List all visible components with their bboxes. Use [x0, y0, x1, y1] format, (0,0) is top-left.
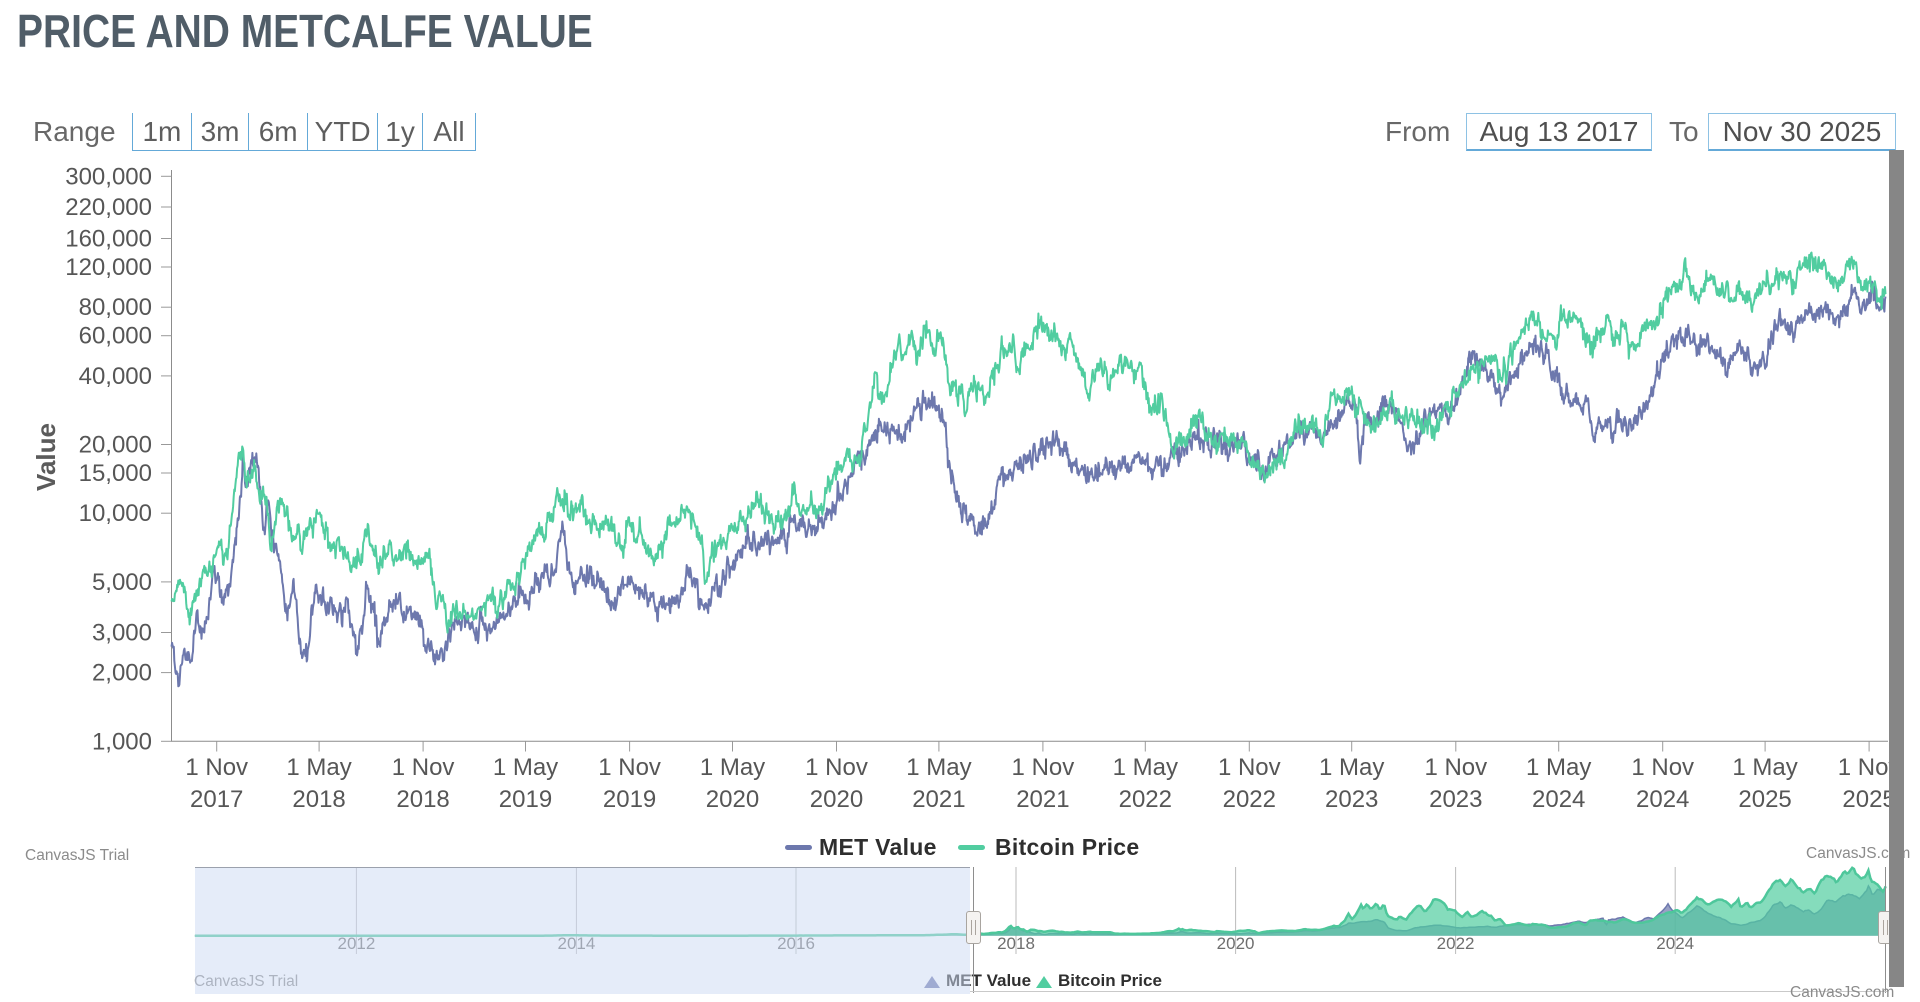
svg-text:2022: 2022: [1119, 786, 1172, 813]
svg-text:2,000: 2,000: [92, 660, 152, 687]
svg-text:120,000: 120,000: [65, 254, 152, 281]
svg-text:20,000: 20,000: [79, 432, 152, 459]
svg-text:2022: 2022: [1223, 786, 1276, 813]
svg-text:300,000: 300,000: [65, 163, 152, 190]
svg-text:1 Nov: 1 Nov: [1012, 754, 1075, 781]
svg-text:2018: 2018: [997, 934, 1035, 953]
svg-text:60,000: 60,000: [79, 323, 152, 350]
svg-text:1 May: 1 May: [906, 754, 971, 781]
svg-text:2023: 2023: [1325, 786, 1378, 813]
svg-text:1 Nov: 1 Nov: [1631, 754, 1694, 781]
svg-text:2018: 2018: [396, 786, 449, 813]
svg-text:2025: 2025: [1738, 786, 1791, 813]
svg-text:80,000: 80,000: [79, 294, 152, 321]
svg-text:2021: 2021: [1016, 786, 1069, 813]
svg-text:1 Nov: 1 Nov: [1424, 754, 1487, 781]
svg-text:5,000: 5,000: [92, 569, 152, 596]
svg-text:2018: 2018: [292, 786, 345, 813]
svg-text:1 May: 1 May: [286, 754, 351, 781]
svg-text:1 May: 1 May: [700, 754, 765, 781]
svg-text:2024: 2024: [1636, 786, 1689, 813]
svg-text:1 May: 1 May: [1526, 754, 1591, 781]
svg-text:Value: Value: [31, 423, 61, 491]
svg-text:15,000: 15,000: [79, 460, 152, 487]
svg-text:1 Nov: 1 Nov: [185, 754, 248, 781]
svg-text:1 Nov: 1 Nov: [1218, 754, 1281, 781]
svg-text:2017: 2017: [190, 786, 243, 813]
svg-text:2024: 2024: [1656, 934, 1694, 953]
svg-text:1 Nov: 1 Nov: [392, 754, 455, 781]
svg-text:2023: 2023: [1429, 786, 1482, 813]
svg-text:2025: 2025: [1842, 786, 1895, 813]
svg-text:1 May: 1 May: [1732, 754, 1797, 781]
svg-text:2021: 2021: [912, 786, 965, 813]
svg-text:2019: 2019: [499, 786, 552, 813]
svg-text:40,000: 40,000: [79, 363, 152, 390]
svg-text:1 May: 1 May: [493, 754, 558, 781]
svg-text:2022: 2022: [1437, 934, 1475, 953]
svg-text:2019: 2019: [603, 786, 656, 813]
svg-text:1 May: 1 May: [1113, 754, 1178, 781]
svg-text:1 May: 1 May: [1319, 754, 1384, 781]
svg-text:2020: 2020: [810, 786, 863, 813]
svg-text:160,000: 160,000: [65, 226, 152, 253]
svg-text:1 Nov: 1 Nov: [598, 754, 661, 781]
svg-text:2020: 2020: [706, 786, 759, 813]
svg-text:220,000: 220,000: [65, 194, 152, 221]
svg-text:10,000: 10,000: [79, 500, 152, 527]
svg-text:1 Nov: 1 Nov: [805, 754, 868, 781]
svg-text:1,000: 1,000: [92, 728, 152, 755]
svg-text:3,000: 3,000: [92, 620, 152, 647]
svg-text:2024: 2024: [1532, 786, 1585, 813]
svg-text:2020: 2020: [1217, 934, 1255, 953]
